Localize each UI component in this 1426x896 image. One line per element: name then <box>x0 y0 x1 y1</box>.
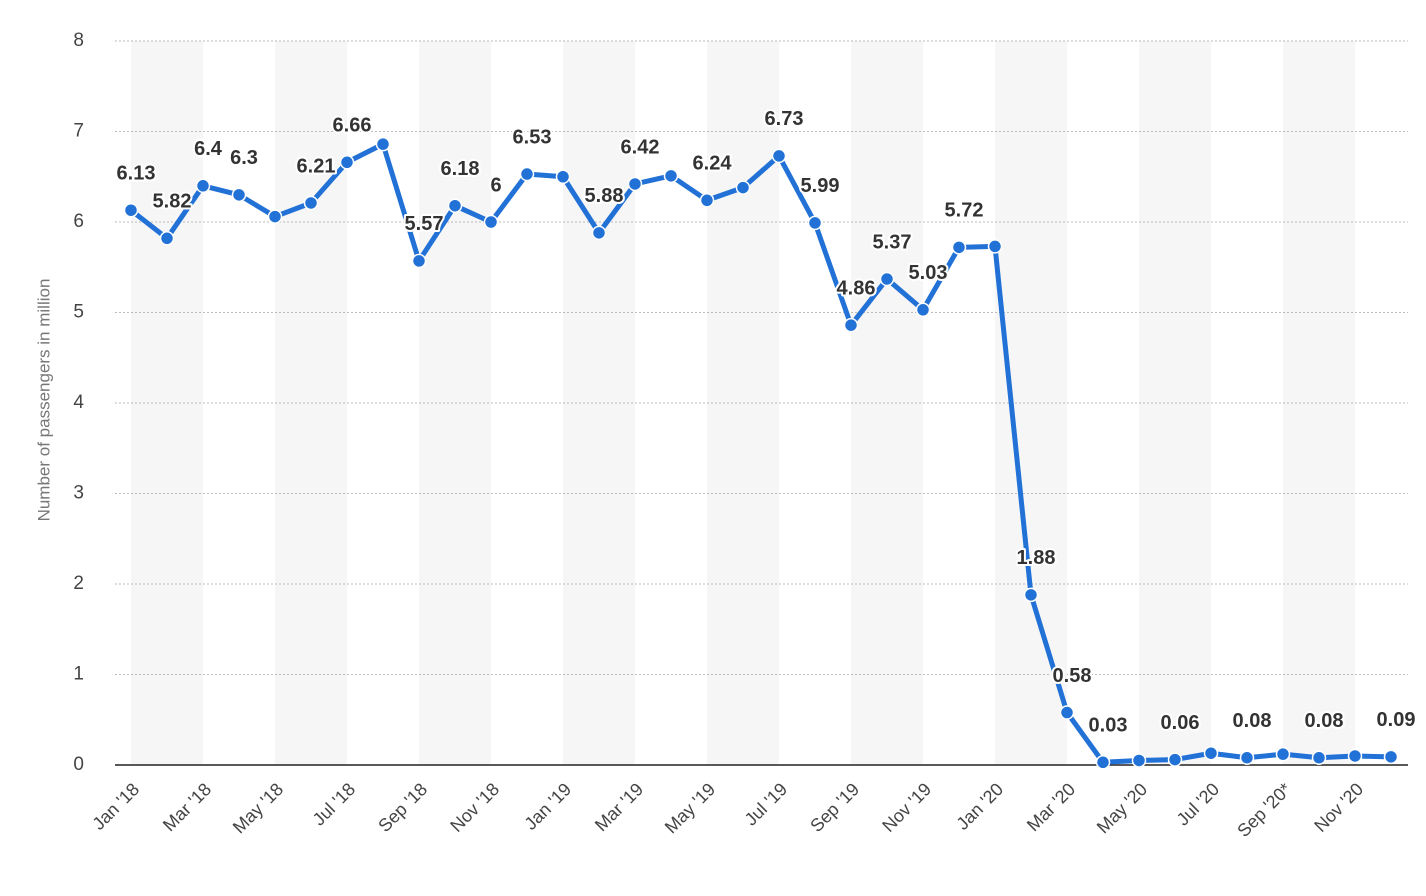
x-tick-label: Jan '20 <box>952 779 1007 834</box>
data-label: 6.18 <box>441 158 480 180</box>
x-tick-label: Mar '18 <box>159 779 215 835</box>
y-tick-label: 3 <box>73 483 84 504</box>
point <box>1203 745 1219 761</box>
x-tick-label: May '18 <box>229 779 287 837</box>
y-tick-label: 1 <box>73 664 84 685</box>
point <box>1167 752 1183 767</box>
data-label: 0.03 <box>1089 715 1128 737</box>
point <box>879 271 895 287</box>
x-tick-label: May '19 <box>661 779 719 837</box>
x-tick-label: Nov '20 <box>1310 779 1367 836</box>
y-tick-label: 5 <box>73 302 84 323</box>
point <box>987 239 1003 254</box>
data-label: 5.82 <box>153 191 192 213</box>
point <box>1095 755 1111 770</box>
data-label: 6.73 <box>765 108 804 130</box>
point <box>159 231 175 246</box>
y-tick-label: 4 <box>73 392 84 413</box>
x-tick-label: Sep '19 <box>806 779 863 836</box>
point <box>951 240 967 255</box>
point <box>195 178 211 194</box>
point <box>1383 749 1399 765</box>
point <box>1059 705 1075 720</box>
x-tick-label: Mar '20 <box>1023 779 1079 835</box>
y-tick-label: 2 <box>73 573 84 594</box>
point <box>591 225 607 241</box>
point <box>375 136 391 152</box>
point <box>663 168 679 184</box>
data-label: 6.3 <box>230 147 258 169</box>
data-label: 6.4 <box>194 138 223 160</box>
data-label: 1.88 <box>1017 547 1056 569</box>
point <box>1311 750 1327 766</box>
data-label: 6.66 <box>333 115 372 137</box>
data-label: 6 <box>490 174 501 196</box>
data-label: 6.21 <box>297 155 336 177</box>
point <box>627 176 643 192</box>
data-label: 6.13 <box>117 163 156 185</box>
point <box>555 169 571 184</box>
data-label: 0.58 <box>1053 665 1092 687</box>
point <box>303 195 319 211</box>
point <box>807 215 823 231</box>
x-tick-label: Sep '20* <box>1233 779 1295 841</box>
point <box>699 193 715 208</box>
data-label: 6.42 <box>621 136 660 158</box>
y-tick-label: 8 <box>73 30 84 51</box>
data-label: 5.88 <box>585 185 624 207</box>
point <box>267 209 283 224</box>
x-tick-label: Jan '18 <box>88 779 143 834</box>
point <box>1023 587 1039 603</box>
data-label: 5.57 <box>405 213 444 235</box>
point <box>519 166 535 182</box>
point <box>483 214 499 230</box>
x-tick-label: Nov '18 <box>446 779 503 836</box>
point <box>771 148 787 164</box>
y-tick-label: 0 <box>73 754 84 775</box>
x-tick-label: May '20 <box>1093 779 1151 837</box>
data-label: 5.99 <box>801 175 840 197</box>
x-tick-label: Sep '18 <box>374 779 431 836</box>
point <box>447 198 463 213</box>
point <box>1239 750 1255 766</box>
x-tick-label: Jul '18 <box>309 779 360 830</box>
point <box>843 317 859 333</box>
point <box>231 187 247 203</box>
y-tick-label: 7 <box>73 121 84 142</box>
point <box>123 202 139 218</box>
x-tick-label: Nov '19 <box>878 779 935 836</box>
x-tick-label: Jul '19 <box>741 779 792 830</box>
data-label: 6.53 <box>513 126 552 148</box>
y-axis-label: Number of passengers in million <box>34 279 53 522</box>
data-label: 5.37 <box>873 231 912 253</box>
y-tick-label: 6 <box>73 211 84 232</box>
point <box>1347 748 1363 764</box>
point <box>339 155 355 170</box>
data-label: 0.06 <box>1161 712 1200 734</box>
data-label: 0.09 <box>1377 709 1416 731</box>
data-label: 5.72 <box>945 200 984 222</box>
x-tick-label: Jul '20 <box>1173 779 1224 830</box>
point <box>411 253 427 269</box>
data-label: 4.86 <box>837 277 876 299</box>
data-label: 0.08 <box>1233 710 1272 732</box>
data-label: 0.08 <box>1305 710 1344 732</box>
x-tick-label: Jan '19 <box>520 779 575 834</box>
data-label: 5.03 <box>909 262 948 284</box>
point <box>1131 753 1147 768</box>
data-label: 6.24 <box>693 153 733 175</box>
x-tick-label: Mar '19 <box>591 779 647 835</box>
point <box>915 302 931 318</box>
point <box>1275 746 1291 762</box>
point <box>735 180 751 195</box>
